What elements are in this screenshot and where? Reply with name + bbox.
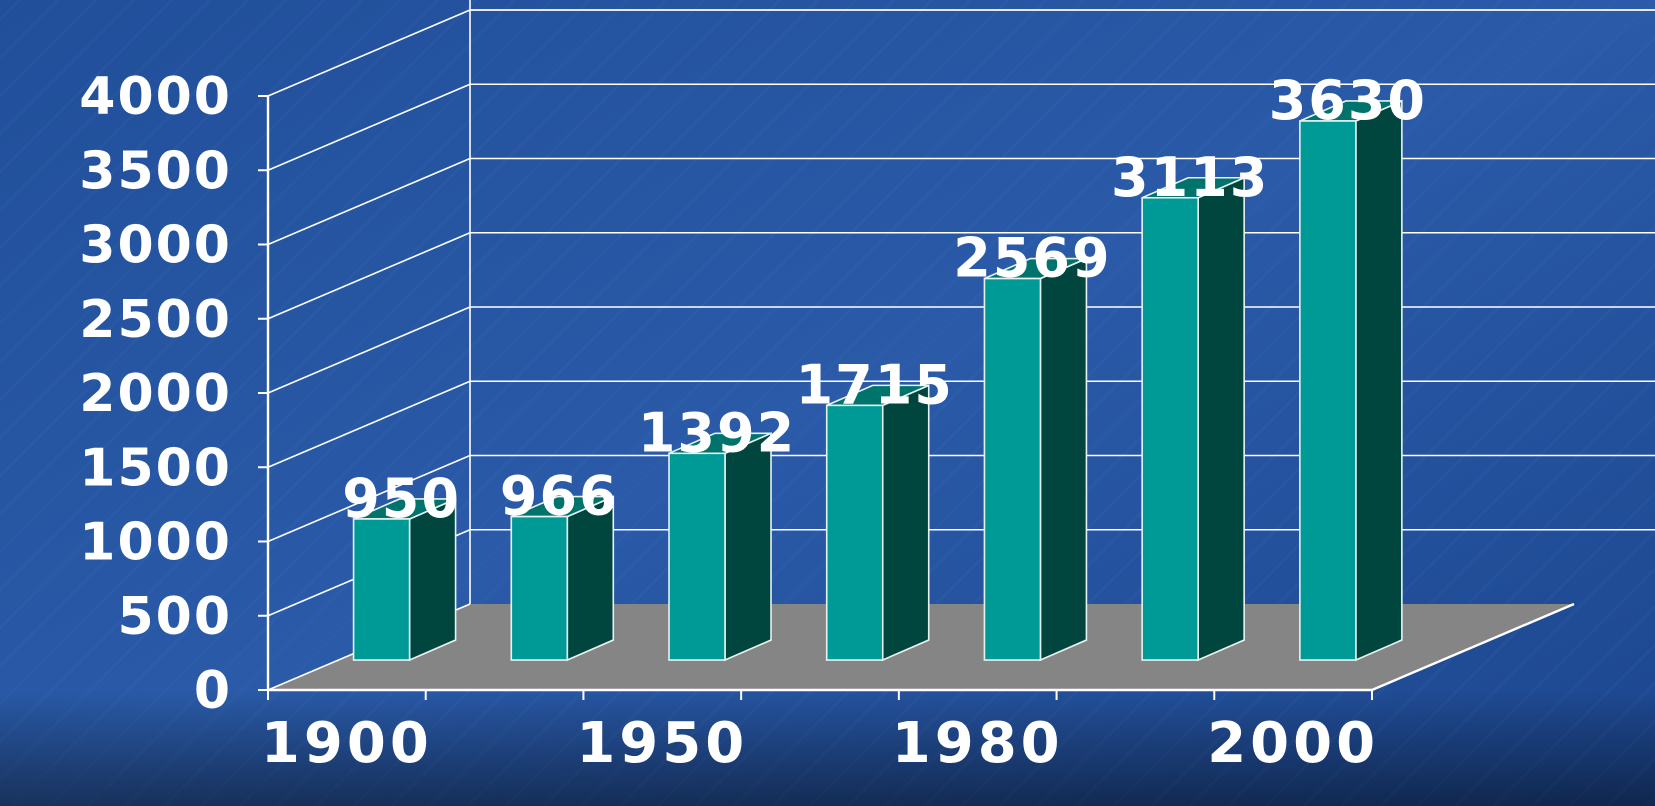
gridline-side <box>267 454 471 543</box>
bar-side-face <box>1355 99 1403 662</box>
bar <box>1299 99 1403 662</box>
floor-right-edge <box>1371 602 1575 692</box>
x-tick-label: 1900 <box>261 711 433 776</box>
background-bottom-shade <box>0 690 1655 806</box>
data-label: 3630 <box>1269 69 1427 132</box>
y-tick-label: 1000 <box>79 513 232 573</box>
chart-bars <box>352 99 1403 662</box>
bar-front-face <box>1141 196 1199 661</box>
bar <box>1141 176 1245 662</box>
bar-side-face <box>1039 257 1088 662</box>
y-tick-label: 1500 <box>79 438 232 498</box>
bar <box>983 257 1088 662</box>
bar <box>352 497 457 662</box>
x-tick-label: 1950 <box>576 711 748 776</box>
gridline-side <box>267 380 471 468</box>
bar-side-face <box>1197 176 1245 662</box>
data-label: 966 <box>500 465 619 528</box>
y-tick-label: 3500 <box>79 141 232 201</box>
data-label: 1392 <box>638 401 796 464</box>
bar-side-face <box>724 432 772 662</box>
y-tick-label: 2500 <box>79 290 232 350</box>
data-label: 950 <box>342 467 461 530</box>
data-label: 2569 <box>953 227 1111 290</box>
gridline-side <box>267 83 471 171</box>
x-tick-label: 2000 <box>1207 711 1379 776</box>
y-tick-label: 4000 <box>79 67 232 127</box>
gridline-side <box>267 232 471 320</box>
y-tick-label: 500 <box>117 587 232 647</box>
y-tick-label: 3000 <box>79 216 232 276</box>
data-label: 1715 <box>796 353 954 416</box>
bar-front-face <box>983 277 1042 661</box>
bar-front-face <box>510 515 569 661</box>
chart-axes: 0 500 1000 1500 2000 2500 3000 3500 4000 1900 1950… <box>79 67 1575 776</box>
bar-front-face <box>825 404 884 661</box>
gridline-side <box>267 306 471 394</box>
gridline-side <box>267 9 471 97</box>
y-tick-label: 0 <box>194 661 232 721</box>
bar-front-face <box>1299 120 1357 661</box>
bar-front-face <box>668 452 726 661</box>
bar <box>668 432 772 662</box>
data-label: 3113 <box>1111 146 1269 209</box>
bar <box>510 495 615 662</box>
bar-front-face <box>352 518 411 661</box>
bar <box>825 384 930 662</box>
y-tick-label: 2000 <box>79 364 232 424</box>
bar-side-face <box>881 384 930 662</box>
gridline-side <box>267 157 471 246</box>
x-tick-label: 1980 <box>892 711 1064 776</box>
